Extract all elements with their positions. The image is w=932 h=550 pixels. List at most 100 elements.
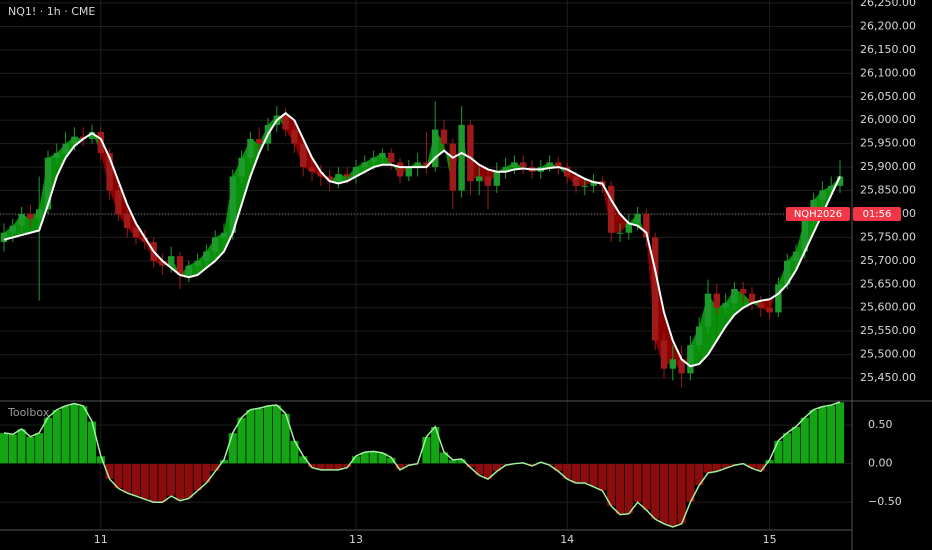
candle-body bbox=[616, 232, 624, 234]
candle-body bbox=[704, 293, 712, 327]
histogram-bar bbox=[175, 463, 185, 501]
y-tick-label: 25,500.00 bbox=[860, 348, 916, 361]
histogram-bar bbox=[0, 432, 9, 464]
candle-body bbox=[256, 138, 263, 144]
y-tick-label: 25,600.00 bbox=[860, 301, 916, 314]
histogram-bar bbox=[184, 463, 194, 499]
histogram-bar bbox=[835, 401, 845, 464]
candle-body bbox=[467, 124, 474, 182]
histogram-bar bbox=[289, 440, 300, 464]
candle-body bbox=[440, 129, 448, 144]
y-tick-label: 0.00 bbox=[868, 457, 893, 470]
histogram-bar bbox=[52, 409, 62, 464]
histogram-bar bbox=[60, 405, 71, 464]
candle-body bbox=[352, 167, 360, 177]
moving-average bbox=[3, 111, 841, 368]
candle-body bbox=[625, 223, 632, 233]
candle-body bbox=[0, 232, 8, 243]
histogram-bar bbox=[808, 409, 819, 464]
candle-body bbox=[388, 153, 395, 163]
candle-body bbox=[141, 237, 148, 243]
y-tick-label: 25,950.00 bbox=[860, 137, 916, 150]
histogram-bar bbox=[236, 417, 247, 464]
y-tick-label: 25,550.00 bbox=[860, 324, 916, 337]
histogram-bar bbox=[800, 417, 810, 464]
candle-body bbox=[660, 340, 668, 369]
y-tick-label: −0.50 bbox=[868, 495, 902, 508]
candle-body bbox=[185, 265, 192, 275]
histogram-bar bbox=[166, 463, 176, 497]
candle-body bbox=[713, 293, 720, 308]
candle-body bbox=[493, 171, 500, 186]
histogram-bar bbox=[122, 463, 132, 494]
candle-body bbox=[608, 185, 615, 233]
histogram-bar bbox=[817, 406, 828, 464]
candle-body bbox=[405, 167, 412, 177]
trend-fill bbox=[716, 303, 726, 341]
candle-body bbox=[484, 176, 492, 186]
histogram-bar bbox=[245, 409, 256, 464]
x-tick-label: 14 bbox=[560, 533, 574, 546]
histogram-bar bbox=[192, 463, 203, 491]
chart-title: NQ1! · 1h · CME bbox=[8, 5, 95, 18]
histogram-bar bbox=[16, 428, 27, 464]
x-tick-label: 15 bbox=[763, 533, 777, 546]
candle-body bbox=[282, 115, 289, 130]
candle-body bbox=[836, 176, 844, 186]
histogram-bar bbox=[140, 463, 150, 500]
countdown: 01:56 bbox=[863, 209, 892, 220]
histogram-bar bbox=[615, 463, 625, 515]
y-tick-label: 26,050.00 bbox=[860, 90, 916, 103]
candle-body bbox=[828, 185, 835, 191]
candle-body bbox=[97, 131, 104, 154]
candle-body bbox=[115, 190, 122, 214]
candle-body bbox=[308, 167, 316, 172]
histogram-bar bbox=[773, 440, 784, 464]
candle-body bbox=[18, 213, 25, 226]
candle-body bbox=[696, 326, 703, 346]
candle-body bbox=[238, 157, 245, 177]
countdown-box bbox=[853, 206, 901, 221]
histogram-bar bbox=[553, 463, 564, 472]
histogram-bar bbox=[87, 420, 97, 464]
candle-body bbox=[176, 256, 184, 275]
candle-body bbox=[643, 213, 650, 238]
histogram-bar bbox=[588, 463, 599, 488]
y-tick-label: 0.50 bbox=[868, 418, 893, 431]
candle-body bbox=[62, 143, 69, 154]
candle-body bbox=[784, 260, 791, 285]
candle-body bbox=[520, 162, 527, 168]
candle-body bbox=[317, 171, 324, 177]
candle-body bbox=[300, 143, 307, 168]
candle-body bbox=[194, 260, 201, 266]
candle-body bbox=[555, 162, 562, 168]
histogram-bar bbox=[148, 463, 159, 503]
plot bbox=[0, 101, 852, 528]
histogram-bar bbox=[228, 432, 238, 464]
price-tag: NQH2026 bbox=[794, 209, 842, 220]
candle-body bbox=[361, 162, 368, 168]
candle-body bbox=[722, 303, 729, 308]
candle-body bbox=[590, 181, 597, 186]
candle-body bbox=[423, 162, 430, 168]
histogram-bar bbox=[43, 417, 53, 464]
y-tick-label: 25,850.00 bbox=[860, 184, 916, 197]
histogram-bar bbox=[69, 403, 80, 464]
candle-body bbox=[291, 129, 298, 144]
candle-body bbox=[132, 228, 140, 238]
candle-body bbox=[731, 288, 738, 304]
y-tick-label: 25,750.00 bbox=[860, 230, 916, 243]
indicator-title: Toolbox bbox=[7, 406, 50, 419]
histogram-bar bbox=[659, 463, 669, 525]
oscillator-line bbox=[3, 401, 841, 528]
candle-body bbox=[370, 157, 377, 163]
trend-fill bbox=[444, 143, 453, 191]
y-tick-label: 26,100.00 bbox=[860, 66, 916, 79]
y-tick-label: 26,150.00 bbox=[860, 43, 916, 56]
candle-body bbox=[159, 260, 166, 266]
candle-body bbox=[581, 185, 588, 187]
histogram-bar bbox=[25, 436, 36, 464]
histogram-bar bbox=[157, 463, 168, 503]
histogram-bar bbox=[668, 463, 678, 528]
